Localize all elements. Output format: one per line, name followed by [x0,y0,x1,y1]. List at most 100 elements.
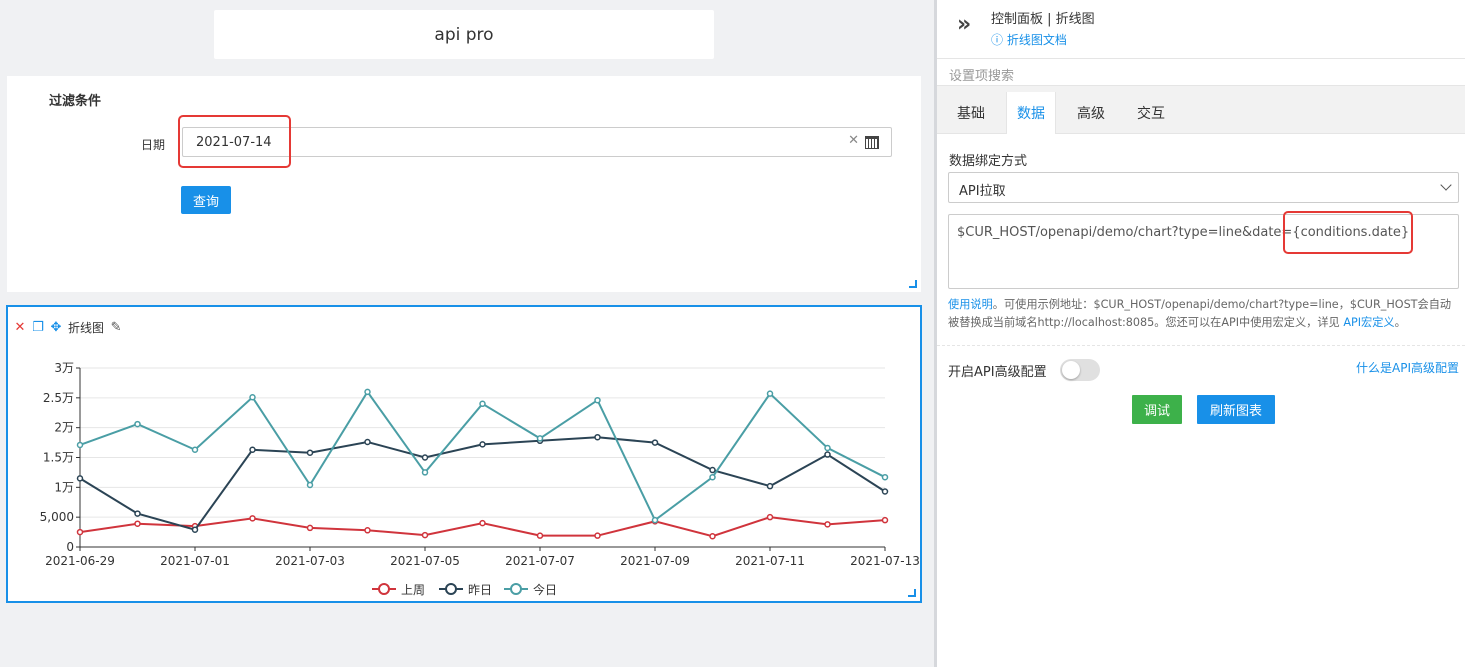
data-point [651,439,659,446]
data-point [134,520,141,527]
api-url-textarea[interactable]: $CUR_HOST/openapi/demo/chart?type=line&d… [948,214,1459,289]
data-point [479,519,486,527]
x-tick-label: 2021-06-29 [45,554,115,568]
data-point [134,420,141,428]
advanced-api-help-link[interactable]: 什么是API高级配置 [1356,361,1459,375]
api-url-value: $CUR_HOST/openapi/demo/chart?type=line&d… [957,225,1410,240]
tab-interaction[interactable]: 交互 [1137,106,1165,122]
calendar-icon[interactable] [865,136,879,149]
advanced-api-label: 开启API高级配置 [948,365,1047,380]
chart-panel[interactable]: 0 5,000 1万 1.5万 2万 2.5万 3万 2021-06-29 2021-07-01… [6,305,922,603]
data-binding-label: 数据绑定方式 [949,154,1028,169]
clear-icon[interactable]: ✕ [848,133,859,148]
delete-icon[interactable]: ✕ [14,319,26,335]
data-point [364,388,371,396]
section-divider [937,345,1465,346]
settings-tabs: 基础 数据 高级 交互 [937,86,1465,134]
data-point [594,532,601,539]
y-tick-label: 1.5万 [43,451,74,465]
control-panel-title: 控制面板 | 折线图 [991,12,1095,27]
data-point [364,438,371,446]
y-tick-label: 2.5万 [43,391,74,405]
data-point [76,475,84,482]
data-point [536,532,544,539]
tab-data[interactable]: 数据 [1006,92,1056,134]
advanced-api-toggle[interactable] [1060,359,1100,381]
data-point [594,396,601,404]
date-value: 2021-07-14 [196,135,272,150]
data-point [881,473,889,481]
edit-icon[interactable]: ✎ [110,319,122,335]
dashboard-title[interactable]: api pro [214,10,714,59]
collapse-icon[interactable]: » [957,12,971,37]
data-point [479,441,486,448]
doc-link-label: 折线图文档 [1006,33,1067,47]
data-binding-select[interactable]: API拉取 [948,172,1459,203]
x-tick-label: 2021-07-01 [160,554,230,568]
data-point [766,513,774,521]
filter-title: 过滤条件 [49,94,102,109]
x-tick-label: 2021-07-07 [505,554,575,568]
data-point [249,446,256,453]
y-tick-label: 3万 [54,361,74,375]
settings-search-input[interactable]: 设置项搜索 [937,58,1465,86]
data-binding-value: API拉取 [959,184,1006,199]
data-point [306,449,314,456]
data-point [134,510,141,517]
y-tick-label: 1万 [54,480,74,494]
api-help-text: 使用说明。可使用示例地址：$CUR_HOST/openapi/demo/char… [948,296,1462,332]
legend-label: 上周 [401,583,425,597]
data-point [824,444,831,452]
data-point [364,527,371,534]
data-point [766,482,774,490]
help-end: 。 [1394,316,1406,329]
x-tick-label: 2021-07-05 [390,554,460,568]
doc-link[interactable]: ⓘ 折线图文档 [991,31,1067,48]
legend-marker [510,583,522,595]
data-point [536,435,544,442]
data-point [824,451,831,458]
usage-link[interactable]: 使用说明 [948,298,993,311]
control-panel-header: » 控制面板 | 折线图 ⓘ 折线图文档 [937,0,1465,56]
data-point [651,516,659,524]
control-panel: » 控制面板 | 折线图 ⓘ 折线图文档 设置项搜索 基础 数据 高级 交互 数… [937,0,1465,667]
help-body: 。可使用示例地址：$CUR_HOST/openapi/demo/chart?ty… [948,298,1452,329]
debug-button[interactable]: 调试 [1132,395,1182,424]
data-point [191,446,199,453]
y-tick-label: 5,000 [40,510,74,524]
data-point [709,466,716,474]
tab-advanced[interactable]: 高级 [1077,106,1105,122]
tab-basic[interactable]: 基础 [957,106,985,122]
query-button[interactable]: 查询 [181,186,231,214]
chart-toolbar: ✕ ❐ ✥ 折线图 ✎ [14,319,122,336]
data-point [881,488,889,495]
series-line [79,436,886,531]
data-point [421,454,429,461]
fullscreen-icon[interactable]: ✥ [50,319,62,335]
refresh-chart-button[interactable]: 刷新图表 [1197,395,1275,424]
data-point [76,528,84,536]
x-tick-label: 2021-07-03 [275,554,345,568]
resize-handle[interactable] [909,280,917,288]
panel-divider[interactable] [934,0,937,667]
dashboard-canvas: api pro 过滤条件 日期 2021-07-14 ✕ 查询 0 5,000 1万… [6,10,922,603]
data-point [306,524,314,532]
series-line [79,390,886,522]
filter-panel: 过滤条件 日期 2021-07-14 ✕ 查询 [7,76,921,292]
copy-icon[interactable]: ❐ [32,319,44,335]
chevron-down-icon [1440,179,1452,191]
data-point [766,390,774,397]
data-point [709,533,716,540]
legend-marker [445,583,457,595]
macro-link[interactable]: API宏定义 [1343,316,1395,329]
data-point [594,433,601,441]
toggle-knob [1062,361,1080,379]
line-chart: 0 5,000 1万 1.5万 2万 2.5万 3万 2021-06-29 2021-07-01… [40,361,920,597]
data-point [881,516,889,524]
data-point [249,515,256,522]
y-tick-label: 2万 [54,421,74,435]
data-point [709,473,716,481]
resize-handle[interactable] [908,589,916,597]
date-label: 日期 [141,138,166,152]
date-input[interactable]: 2021-07-14 ✕ [182,127,892,157]
